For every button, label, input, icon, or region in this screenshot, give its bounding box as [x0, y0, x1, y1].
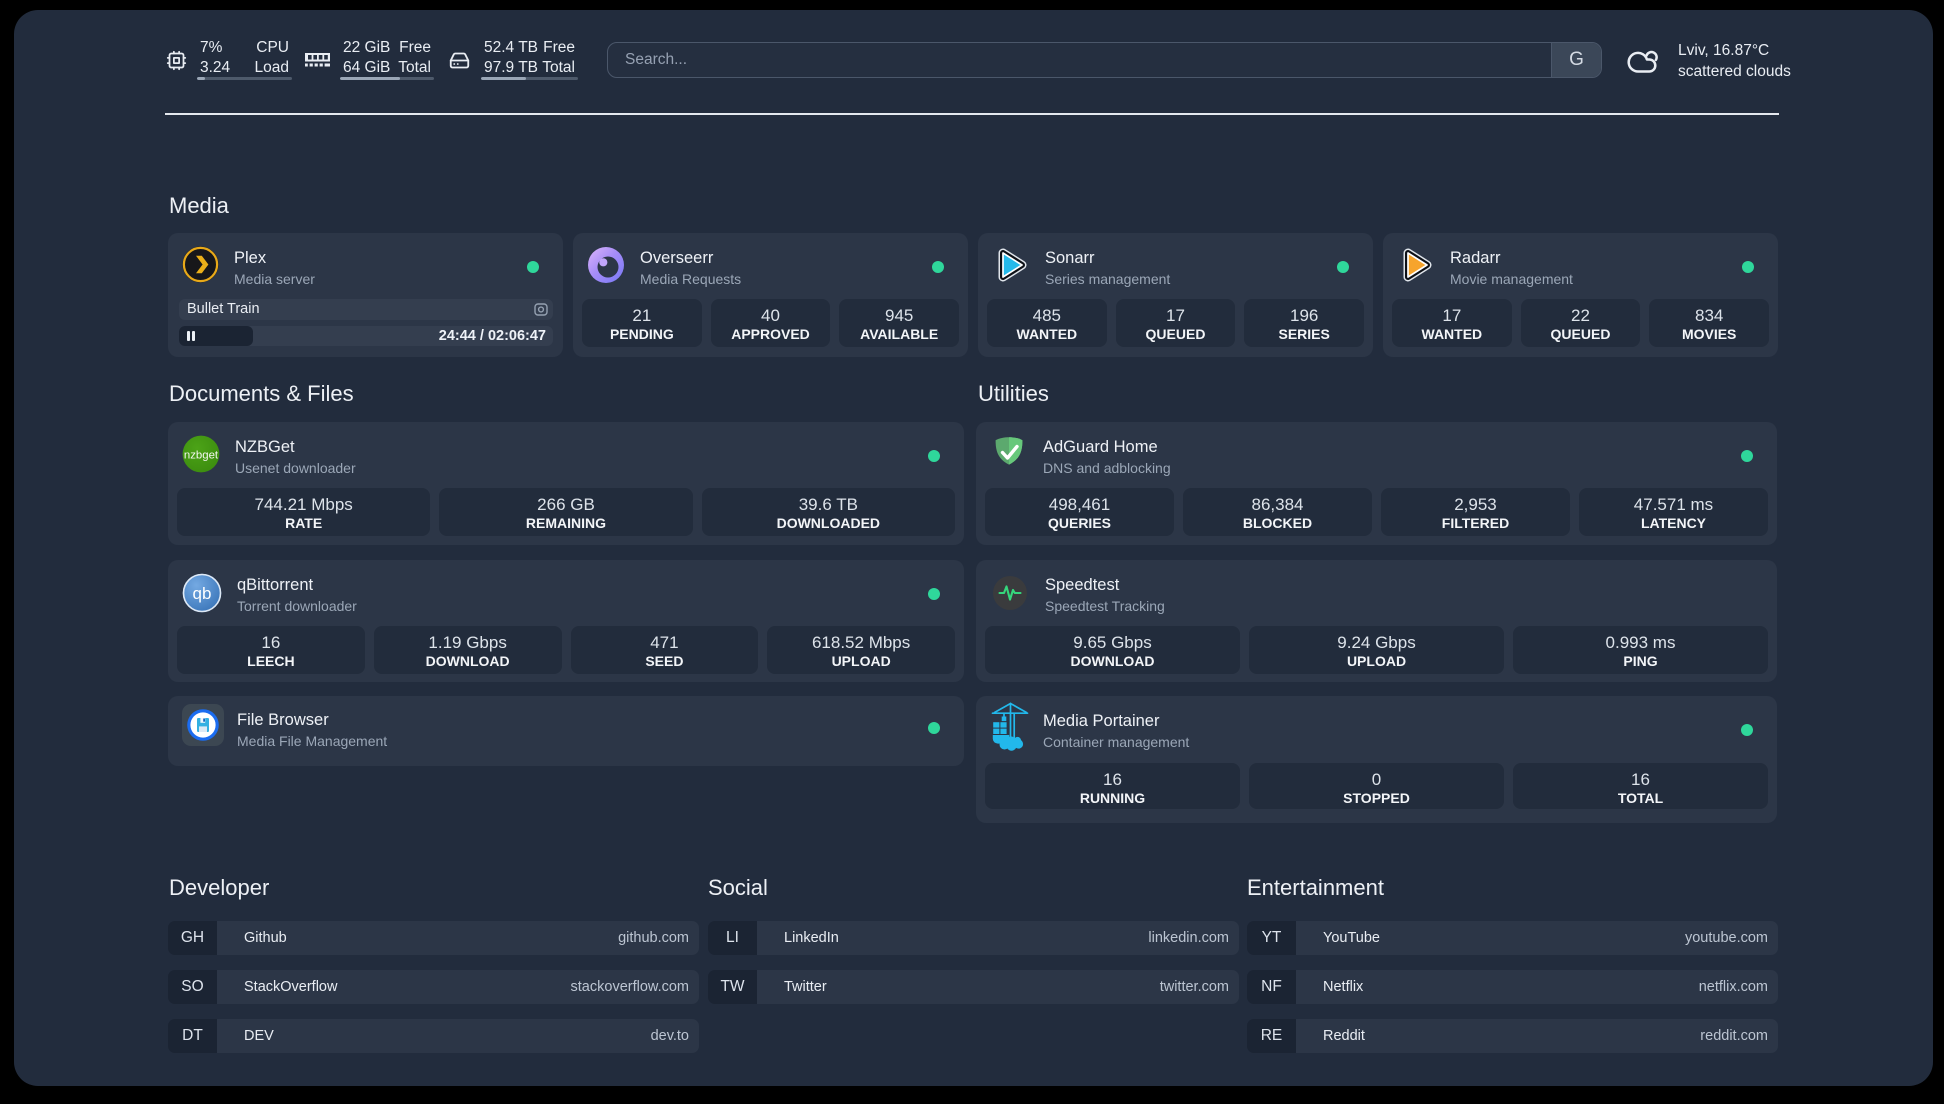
svg-text:nzbget: nzbget [184, 450, 219, 462]
svg-text:qb: qb [193, 584, 212, 603]
